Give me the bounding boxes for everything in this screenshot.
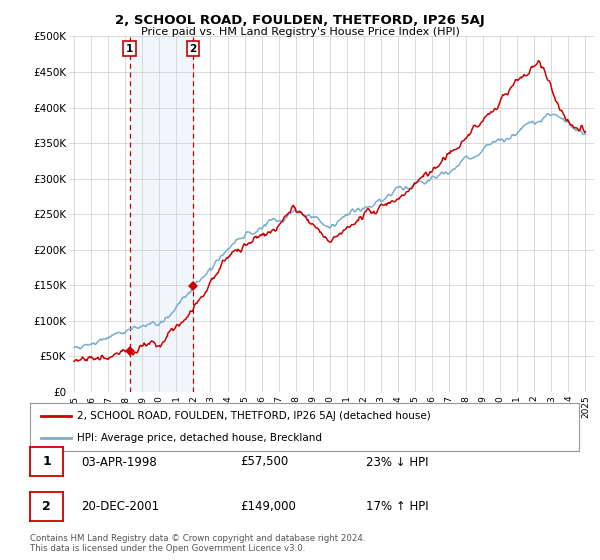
Text: £57,500: £57,500	[240, 455, 288, 469]
Text: 2: 2	[42, 500, 51, 513]
Text: 2, SCHOOL ROAD, FOULDEN, THETFORD, IP26 5AJ (detached house): 2, SCHOOL ROAD, FOULDEN, THETFORD, IP26 …	[77, 411, 430, 421]
Text: 2: 2	[189, 44, 197, 54]
Bar	[130, 36, 193, 392]
Text: 23% ↓ HPI: 23% ↓ HPI	[366, 455, 428, 469]
Text: 17% ↑ HPI: 17% ↑ HPI	[366, 500, 428, 514]
Text: Price paid vs. HM Land Registry's House Price Index (HPI): Price paid vs. HM Land Registry's House …	[140, 27, 460, 37]
Text: 1: 1	[126, 44, 133, 54]
Text: 20-DEC-2001: 20-DEC-2001	[81, 500, 159, 514]
Text: HPI: Average price, detached house, Breckland: HPI: Average price, detached house, Brec…	[77, 433, 322, 443]
Text: Contains HM Land Registry data © Crown copyright and database right 2024.
This d: Contains HM Land Registry data © Crown c…	[30, 534, 365, 553]
Text: 2, SCHOOL ROAD, FOULDEN, THETFORD, IP26 5AJ: 2, SCHOOL ROAD, FOULDEN, THETFORD, IP26 …	[115, 14, 485, 27]
Text: 03-APR-1998: 03-APR-1998	[81, 455, 157, 469]
Text: 1: 1	[42, 455, 51, 468]
Text: £149,000: £149,000	[240, 500, 296, 514]
